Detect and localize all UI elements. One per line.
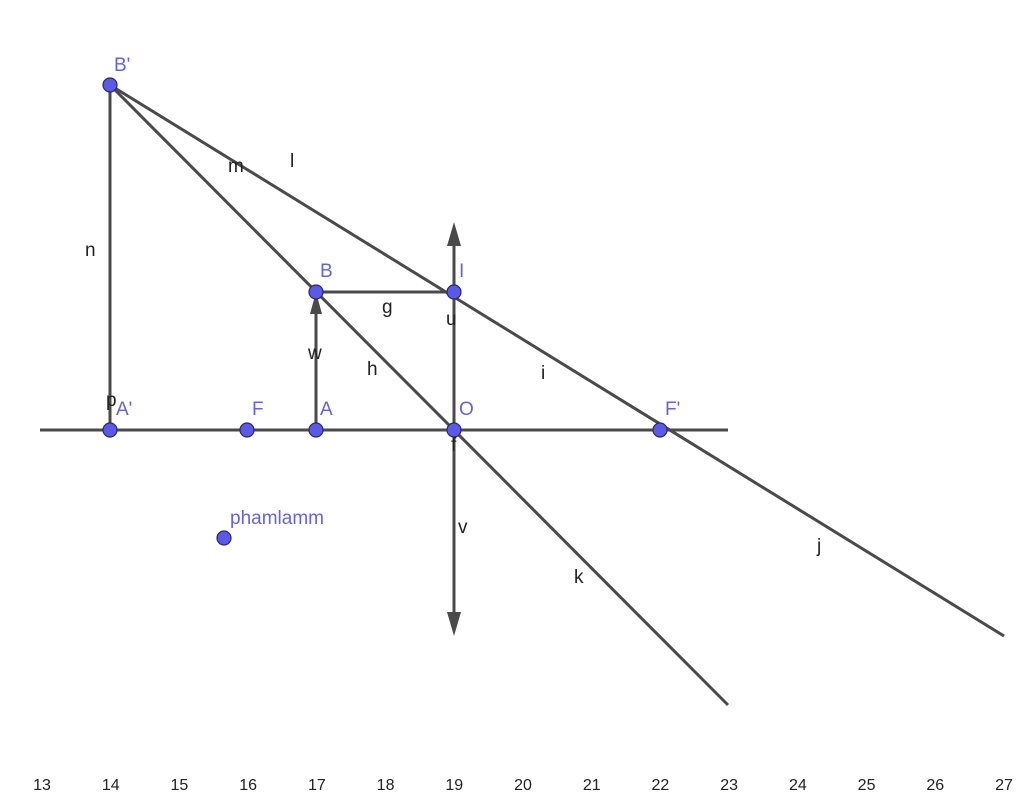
segment-label: m bbox=[228, 156, 244, 177]
segment-label: l bbox=[290, 151, 294, 172]
axis-label: 27 bbox=[995, 777, 1013, 794]
point[interactable] bbox=[102, 77, 118, 93]
segment-label: i bbox=[541, 363, 545, 384]
point[interactable] bbox=[308, 422, 324, 438]
point-label: F bbox=[252, 399, 264, 420]
point-label: F' bbox=[665, 399, 680, 420]
segment-label: f bbox=[451, 435, 457, 456]
point[interactable] bbox=[446, 422, 462, 438]
axis-label: 22 bbox=[652, 777, 670, 794]
arrow-head bbox=[447, 612, 461, 636]
arrow-head bbox=[447, 222, 461, 246]
segment-label: p bbox=[106, 390, 117, 411]
point-label: phamlamm bbox=[230, 508, 324, 529]
point[interactable] bbox=[652, 422, 668, 438]
axis-label: 25 bbox=[858, 777, 876, 794]
axis-label: 23 bbox=[720, 777, 738, 794]
axis-label: 13 bbox=[33, 777, 51, 794]
point-label: B' bbox=[114, 55, 130, 76]
segment-label: u bbox=[446, 309, 457, 330]
axis-label: 14 bbox=[102, 777, 120, 794]
segment-label: n bbox=[85, 240, 96, 261]
point[interactable] bbox=[239, 422, 255, 438]
axis-label: 20 bbox=[514, 777, 532, 794]
segment-label: v bbox=[458, 517, 468, 538]
axis-label: 16 bbox=[239, 777, 257, 794]
point[interactable] bbox=[216, 530, 232, 546]
point-label: A' bbox=[116, 399, 132, 420]
axis-label: 18 bbox=[377, 777, 395, 794]
ray-h bbox=[108, 83, 730, 707]
segment-label: w bbox=[307, 343, 322, 364]
segment-label: g bbox=[382, 297, 393, 318]
segment-label: h bbox=[367, 359, 378, 380]
point[interactable] bbox=[102, 422, 118, 438]
point-label: O bbox=[459, 399, 474, 420]
axis-label: 26 bbox=[926, 777, 944, 794]
point-label: A bbox=[320, 399, 333, 420]
axis-label: 21 bbox=[583, 777, 601, 794]
axis-label: 19 bbox=[445, 777, 463, 794]
axis-label: 17 bbox=[308, 777, 326, 794]
point[interactable] bbox=[446, 284, 462, 300]
point-label: B bbox=[320, 261, 333, 282]
axis-label: 15 bbox=[171, 777, 189, 794]
segment-label: j bbox=[816, 536, 821, 557]
axis-label: 24 bbox=[789, 777, 807, 794]
arrow-head bbox=[310, 292, 322, 314]
ray-l bbox=[109, 83, 1005, 638]
segment-label: k bbox=[574, 567, 584, 588]
point-label: I bbox=[459, 261, 464, 282]
point[interactable] bbox=[308, 284, 324, 300]
